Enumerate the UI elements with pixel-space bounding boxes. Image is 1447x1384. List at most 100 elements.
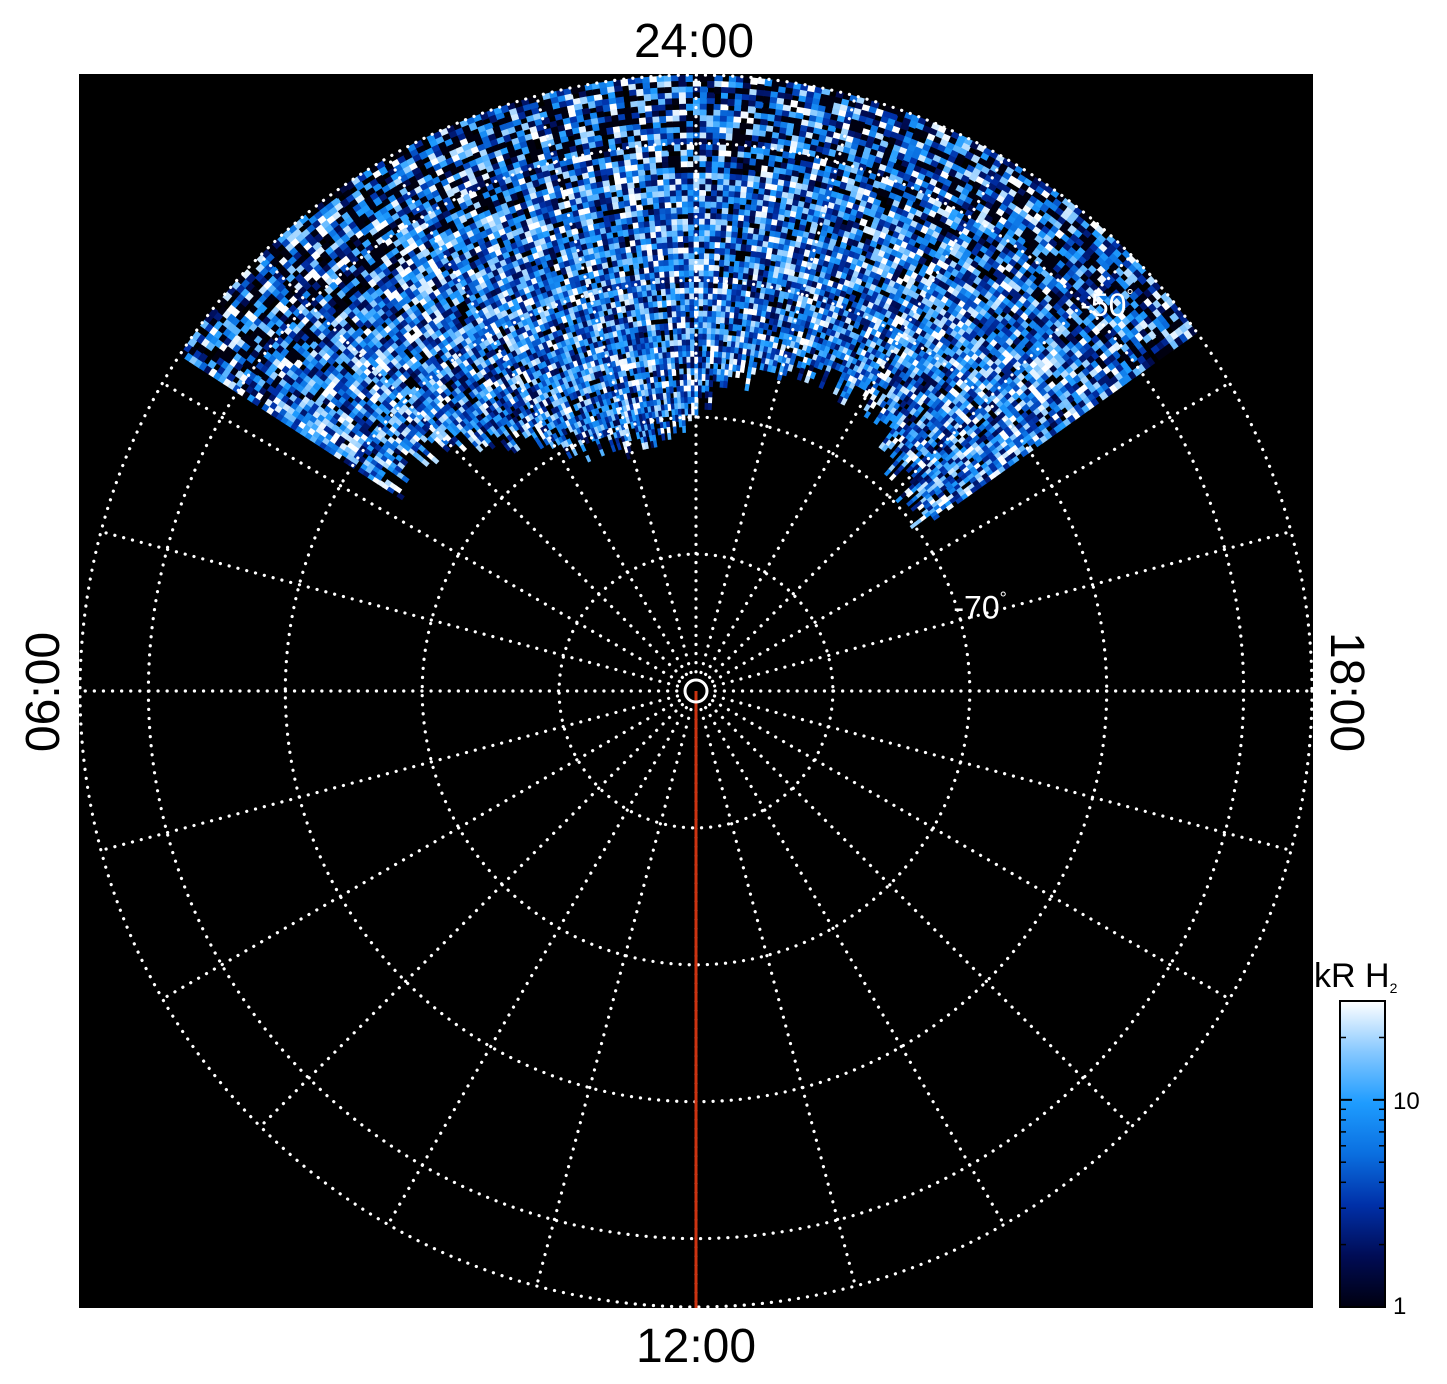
emission-cell <box>667 432 672 440</box>
emission-cell <box>257 311 268 323</box>
emission-cell <box>363 375 374 385</box>
emission-cell <box>421 458 430 467</box>
emission-cell <box>691 408 695 416</box>
emission-cell <box>466 421 475 431</box>
emission-cell <box>327 258 338 270</box>
emission-cell <box>245 273 257 284</box>
emission-cell <box>339 263 350 274</box>
emission-cell <box>326 306 337 316</box>
emission-cell <box>676 207 684 215</box>
emission-cell <box>622 264 630 272</box>
emission-cell <box>247 362 258 373</box>
emission-cell <box>291 228 303 239</box>
emission-cell <box>314 293 325 304</box>
emission-cell <box>376 316 386 326</box>
emission-cell <box>694 408 699 416</box>
emission-cell <box>269 371 280 381</box>
emission-cell <box>479 425 488 434</box>
emission-cell <box>368 414 378 423</box>
emission-cell <box>787 222 795 231</box>
emission-cell <box>339 241 350 252</box>
emission-cell <box>596 210 604 219</box>
emission-cell <box>268 265 280 277</box>
emission-cell <box>398 373 408 383</box>
emission-cell <box>208 367 219 378</box>
emission-cell <box>399 457 409 467</box>
emission-cell <box>398 414 408 424</box>
emission-cell <box>356 410 366 420</box>
emission-cell <box>318 258 329 270</box>
emission-cell <box>755 101 764 109</box>
emission-cell <box>697 391 702 399</box>
emission-cell <box>439 423 448 432</box>
emission-cell <box>682 207 689 215</box>
emission-cell <box>474 437 483 446</box>
emission-cell <box>314 361 325 371</box>
emission-cell <box>342 246 353 257</box>
emission-cell <box>284 290 295 302</box>
emission-cell <box>258 338 269 349</box>
emission-cell <box>393 447 403 456</box>
emission-cell <box>442 444 451 453</box>
emission-cell <box>727 369 733 378</box>
emission-cell <box>188 345 199 357</box>
emission-cell <box>245 282 256 293</box>
emission-cell <box>323 293 334 304</box>
emission-cell <box>349 255 360 266</box>
emission-cell <box>196 334 207 345</box>
emission-cell <box>369 395 379 404</box>
emission-cell <box>314 397 324 408</box>
emission-cell <box>372 436 382 445</box>
emission-cell <box>707 403 712 410</box>
emission-cell <box>365 417 374 427</box>
emission-cell <box>280 347 291 358</box>
emission-cell <box>399 388 409 398</box>
emission-cell <box>447 399 456 409</box>
emission-cell <box>293 358 304 369</box>
emission-cell <box>363 447 373 457</box>
emission-cell <box>450 428 459 437</box>
emission-cell <box>486 427 495 436</box>
emission-cell <box>312 241 323 252</box>
emission-cell <box>279 304 290 315</box>
emission-cell <box>682 224 689 232</box>
emission-cell <box>235 311 246 322</box>
emission-cell <box>350 456 360 465</box>
emission-cell <box>231 334 243 345</box>
emission-cell <box>431 456 440 465</box>
emission-cell <box>270 247 282 259</box>
emission-cell <box>269 256 281 268</box>
emission-cell <box>388 391 398 401</box>
emission-cell <box>419 434 429 443</box>
emission-cell <box>363 319 374 329</box>
emission-cell <box>341 391 351 401</box>
emission-cell <box>213 320 224 331</box>
emission-cell <box>345 414 355 424</box>
emission-cell <box>764 258 772 267</box>
emission-cell <box>361 421 371 431</box>
emission-cell <box>224 354 235 365</box>
emission-cell <box>375 461 384 471</box>
emission-cell <box>493 429 501 438</box>
emission-cell <box>686 149 695 157</box>
emission-cell <box>309 258 320 270</box>
emission-cell <box>318 356 329 367</box>
emission-cell <box>457 384 467 393</box>
emission-heatmap <box>179 75 1198 530</box>
emission-cell <box>453 425 462 434</box>
emission-cell <box>707 80 716 88</box>
emission-cell <box>396 492 405 501</box>
emission-cell <box>379 328 389 338</box>
emission-cell <box>217 305 229 317</box>
emission-cell <box>427 410 436 420</box>
emission-cell <box>687 397 692 404</box>
emission-cell <box>418 427 427 436</box>
emission-cell <box>285 273 297 284</box>
emission-cell <box>682 236 690 244</box>
emission-cell <box>690 368 695 376</box>
emission-cell <box>414 344 424 354</box>
emission-cell <box>333 450 343 460</box>
emission-cell <box>682 425 686 433</box>
emission-cell <box>385 429 395 438</box>
emission-cell <box>288 321 299 332</box>
